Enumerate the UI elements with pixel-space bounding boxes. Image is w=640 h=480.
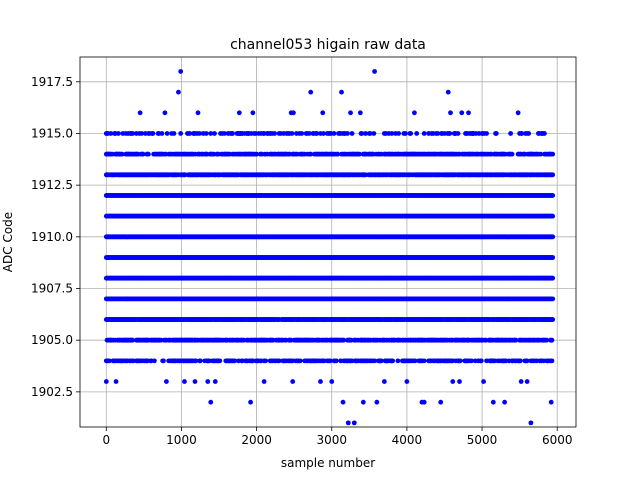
- data-point: [395, 358, 401, 364]
- data-point: [232, 358, 238, 364]
- data-point: [390, 358, 396, 364]
- data-point: [549, 358, 555, 364]
- data-point: [550, 193, 556, 198]
- data-point: [438, 399, 444, 405]
- data-point: [263, 358, 269, 364]
- data-point: [378, 358, 384, 364]
- data-point: [327, 358, 333, 364]
- data-point: [329, 379, 335, 384]
- data-point: [197, 358, 203, 364]
- data-point: [261, 379, 267, 384]
- data-point: [182, 379, 187, 384]
- data-point: [550, 234, 556, 240]
- data-point: [381, 379, 387, 384]
- data-point: [192, 379, 198, 384]
- data-point: [549, 337, 555, 343]
- data-point: [374, 399, 380, 405]
- data-point: [276, 358, 282, 364]
- data-point: [297, 358, 303, 364]
- data-point: [524, 379, 530, 384]
- data-point: [550, 296, 556, 302]
- data-point: [524, 358, 530, 364]
- data-point: [421, 358, 427, 364]
- data-point: [193, 358, 199, 364]
- data-point: [360, 399, 366, 405]
- data-point: [513, 337, 519, 343]
- data-point: [341, 337, 347, 343]
- data-point: [351, 420, 357, 426]
- data-point: [164, 379, 169, 384]
- data-point: [217, 358, 223, 364]
- data-point: [544, 337, 550, 343]
- data-point: [404, 379, 410, 384]
- data-point: [550, 317, 556, 322]
- data-point: [457, 379, 462, 384]
- data-point: [421, 399, 427, 405]
- data-point: [550, 275, 556, 281]
- data-point: [450, 379, 456, 384]
- data-point: [548, 399, 554, 405]
- data-point: [113, 379, 119, 384]
- data-point: [212, 379, 218, 384]
- data-point: [528, 420, 534, 426]
- data-point: [478, 358, 484, 364]
- data-point: [152, 358, 157, 364]
- data-point: [340, 399, 346, 405]
- data-point: [290, 379, 296, 384]
- data-point: [412, 358, 418, 364]
- data-point: [333, 358, 339, 364]
- data-point: [517, 358, 523, 364]
- data-point: [518, 379, 524, 384]
- data-point: [372, 358, 377, 364]
- data-point: [130, 337, 136, 343]
- data-point: [490, 399, 496, 405]
- data-point: [502, 399, 508, 405]
- data-point: [345, 420, 351, 426]
- data-point: [481, 379, 486, 384]
- data-point: [208, 399, 214, 405]
- data-point: [205, 379, 211, 384]
- data-point: [457, 358, 463, 364]
- data-point: [103, 379, 109, 384]
- data-points: [103, 69, 556, 426]
- data-point: [318, 379, 323, 384]
- data-point: [161, 358, 166, 364]
- data-point: [550, 213, 556, 219]
- data-point: [106, 358, 112, 364]
- data-point: [550, 255, 556, 260]
- data-point: [248, 399, 253, 405]
- data-point: [469, 358, 474, 364]
